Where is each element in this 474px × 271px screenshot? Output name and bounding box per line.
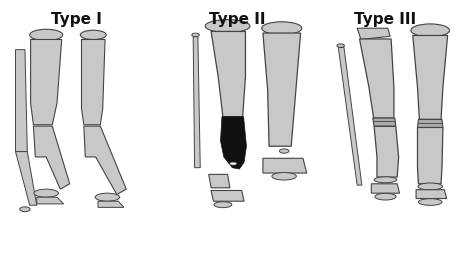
Ellipse shape	[272, 173, 296, 180]
Polygon shape	[211, 31, 246, 117]
Ellipse shape	[34, 189, 58, 197]
Polygon shape	[34, 126, 70, 189]
Ellipse shape	[95, 193, 119, 201]
Polygon shape	[84, 126, 126, 195]
Polygon shape	[16, 50, 27, 151]
Polygon shape	[263, 33, 301, 146]
Ellipse shape	[262, 22, 302, 35]
Polygon shape	[16, 151, 36, 205]
Polygon shape	[359, 39, 394, 118]
Ellipse shape	[411, 24, 449, 37]
Ellipse shape	[418, 183, 442, 190]
Polygon shape	[418, 120, 443, 127]
Polygon shape	[357, 28, 390, 40]
Ellipse shape	[214, 202, 232, 208]
Polygon shape	[211, 191, 244, 201]
Polygon shape	[209, 175, 230, 188]
Polygon shape	[82, 40, 105, 125]
Ellipse shape	[205, 20, 250, 33]
Polygon shape	[416, 190, 447, 199]
Ellipse shape	[419, 199, 442, 205]
Ellipse shape	[337, 44, 345, 47]
Ellipse shape	[374, 177, 397, 183]
Polygon shape	[373, 118, 396, 126]
Polygon shape	[413, 36, 447, 120]
Ellipse shape	[80, 30, 106, 40]
Polygon shape	[338, 47, 362, 185]
Text: Type II: Type II	[209, 12, 265, 27]
Polygon shape	[263, 158, 307, 173]
Ellipse shape	[279, 149, 289, 153]
Polygon shape	[220, 117, 246, 169]
Ellipse shape	[230, 162, 237, 165]
Polygon shape	[98, 201, 124, 207]
Ellipse shape	[20, 207, 30, 212]
Ellipse shape	[375, 193, 396, 200]
Text: Type I: Type I	[51, 12, 102, 27]
Polygon shape	[36, 197, 64, 204]
Polygon shape	[31, 40, 62, 125]
Polygon shape	[374, 126, 399, 177]
Polygon shape	[418, 127, 443, 184]
Ellipse shape	[30, 29, 63, 41]
Polygon shape	[193, 37, 200, 168]
Ellipse shape	[192, 33, 199, 37]
Polygon shape	[371, 184, 400, 193]
Text: Type III: Type III	[355, 12, 417, 27]
